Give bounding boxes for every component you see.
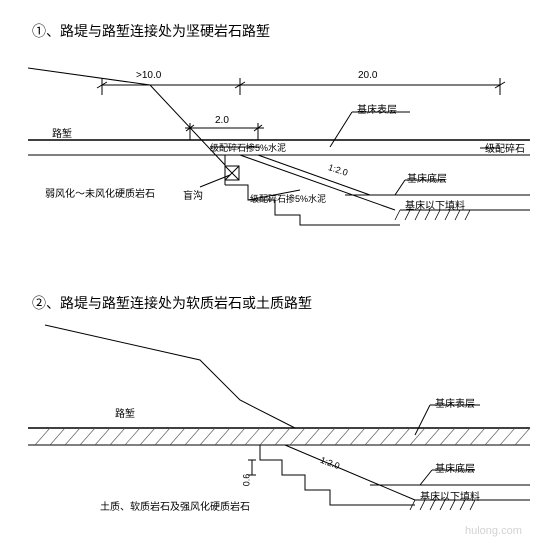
watermark: hulong.com [465, 525, 522, 537]
s1-luqian: 路堑 [52, 125, 72, 140]
s1-dim-right: 20.0 [358, 70, 377, 81]
s1-jipei-mix2: 级配碎石掺5%水泥 [250, 192, 326, 205]
s1-jichuang-fill: 基床以下填料 [405, 197, 465, 212]
s1-dim-small: 2.0 [215, 115, 229, 126]
s2-dim06: 0.6 [241, 474, 251, 487]
s1-manggou: 盲沟 [183, 187, 203, 202]
diagram-2 [0, 300, 552, 550]
s2-jichuang-fill: 基床以下填料 [420, 488, 480, 503]
s2-luqian: 路堑 [115, 405, 135, 420]
diagram-1 [0, 0, 552, 280]
s1-jichuang-top: 基床表层 [357, 101, 397, 116]
s1-dim-left: >10.0 [136, 70, 161, 81]
s1-jipei-mix1: 级配碎石掺5%水泥 [210, 141, 286, 154]
s1-jipei-right: 级配碎石 [485, 140, 525, 155]
s2-jichuang-bot: 基床底层 [435, 460, 475, 475]
s2-jichuang-top: 基床表层 [435, 395, 475, 410]
s2-soil-rock: 土质、软质岩石及强风化硬质岩石 [100, 498, 250, 513]
s1-jichuang-bot: 基床底层 [407, 170, 447, 185]
s1-weak-rock: 弱风化～未风化硬质岩石 [45, 185, 155, 200]
